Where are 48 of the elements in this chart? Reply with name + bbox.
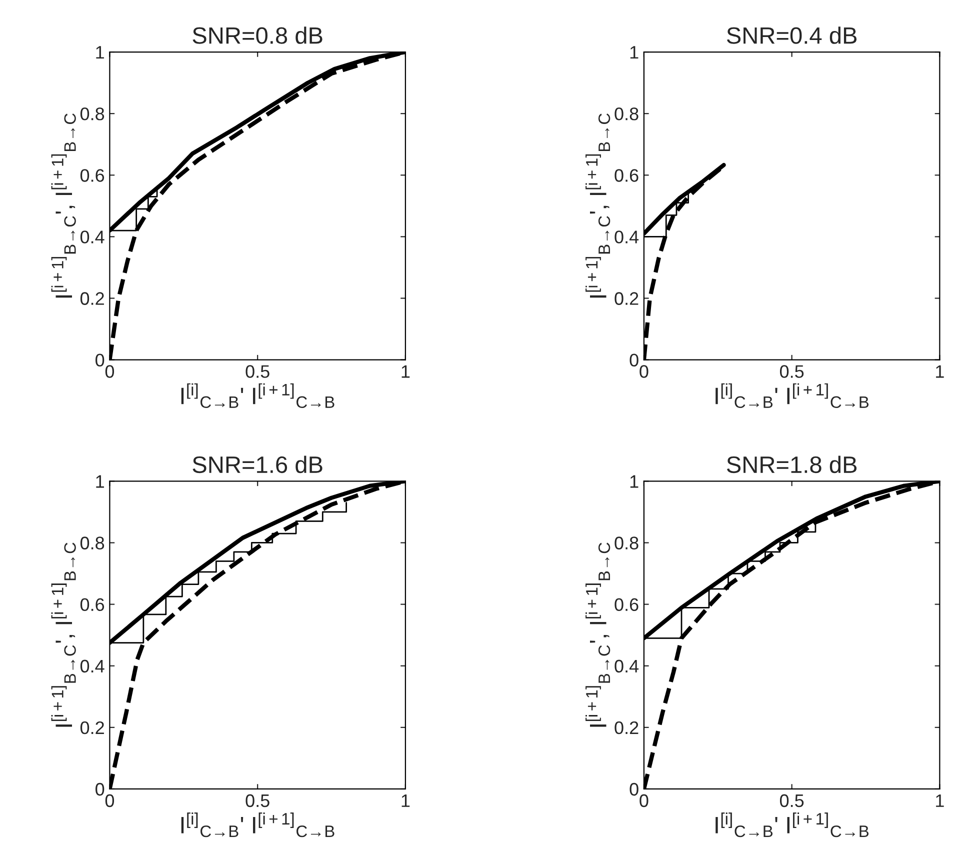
- x-axis-title: I$^{[i]}$$_{C→B}$' I$^{[i+1]}$$_{C→B}$: [716, 383, 869, 408]
- y-axis-title: I$^{[i+1]}$$_{B→C}$', I$^{[i+1]}$$_{B→C}$: [586, 542, 610, 727]
- x-tick-label: 0: [105, 794, 114, 808]
- y-tick-label: 0: [96, 782, 104, 796]
- x-tick-label: 0: [105, 365, 114, 378]
- y-tick-label: 0.4: [80, 660, 104, 673]
- x-tick-label: 0.5: [246, 794, 270, 808]
- y-tick-label: 0.8: [614, 108, 638, 120]
- y-tick-label: 0.4: [614, 230, 639, 244]
- y-axis-title: I$^{[i+1]}$$_{B→C}$', I$^{[i+1]}$$_{B→C}$: [586, 114, 610, 298]
- y-tick-label: 0: [630, 782, 638, 796]
- x-axis-title: I$^{[i]}$$_{C→B}$' I$^{[i+1]}$$_{C→B}$: [181, 812, 334, 838]
- y-axis-title: I$^{[i+1]}$$_{B→C}$', I$^{[i+1]}$$_{B→C}$: [51, 114, 76, 298]
- y-tick-label: 0.6: [80, 598, 104, 612]
- x-tick-label: 0: [640, 794, 648, 808]
- x-tick-label: 0: [640, 365, 648, 378]
- y-tick-label: 0: [630, 354, 638, 367]
- y-tick-label: 0.4: [614, 660, 639, 673]
- y-tick-label: 0.2: [614, 721, 638, 734]
- x-tick-label: 1: [402, 365, 410, 378]
- x-tick-label: 1: [402, 794, 410, 807]
- y-tick-label: 0.2: [614, 292, 638, 305]
- y-tick-label: 0.6: [80, 169, 104, 182]
- y-tick-label: 0.6: [614, 169, 638, 182]
- y-tick-label: 1: [96, 475, 104, 488]
- x-tick-label: 0.5: [246, 365, 270, 378]
- x-axis-title: I$^{[i]}$$_{C→B}$' I$^{[i+1]}$$_{C→B}$: [181, 383, 334, 408]
- y-tick-label: 0.4: [80, 230, 104, 244]
- y-tick-label: 1: [96, 46, 104, 59]
- y-tick-label: 0: [96, 354, 104, 367]
- x-tick-label: 0.5: [780, 365, 804, 378]
- chart-title: SNR=0.8 dB: [192, 26, 322, 44]
- y-tick-label: 1: [630, 46, 638, 59]
- x-tick-label: 1: [936, 365, 944, 378]
- y-tick-label: 0.8: [80, 108, 104, 120]
- chart-title: SNR=1.8 dB: [726, 456, 857, 474]
- y-tick-label: 0.2: [80, 721, 104, 734]
- x-tick-label: 1: [936, 794, 944, 807]
- y-tick-label: 0.6: [614, 598, 638, 612]
- chart-title: SNR=0.4 dB: [726, 26, 857, 44]
- y-tick-label: 1: [630, 475, 638, 488]
- chart-title: SNR=1.6 dB: [192, 456, 322, 474]
- y-tick-label: 0.8: [614, 536, 638, 550]
- y-axis-title: I$^{[i+1]}$$_{B→C}$', I$^{[i+1]}$$_{B→C}$: [51, 542, 76, 727]
- y-tick-label: 0.2: [80, 292, 104, 305]
- y-tick-label: 0.8: [80, 536, 104, 550]
- x-tick-label: 0.5: [780, 794, 804, 808]
- x-axis-title: I$^{[i]}$$_{C→B}$' I$^{[i+1]}$$_{C→B}$: [716, 812, 869, 838]
